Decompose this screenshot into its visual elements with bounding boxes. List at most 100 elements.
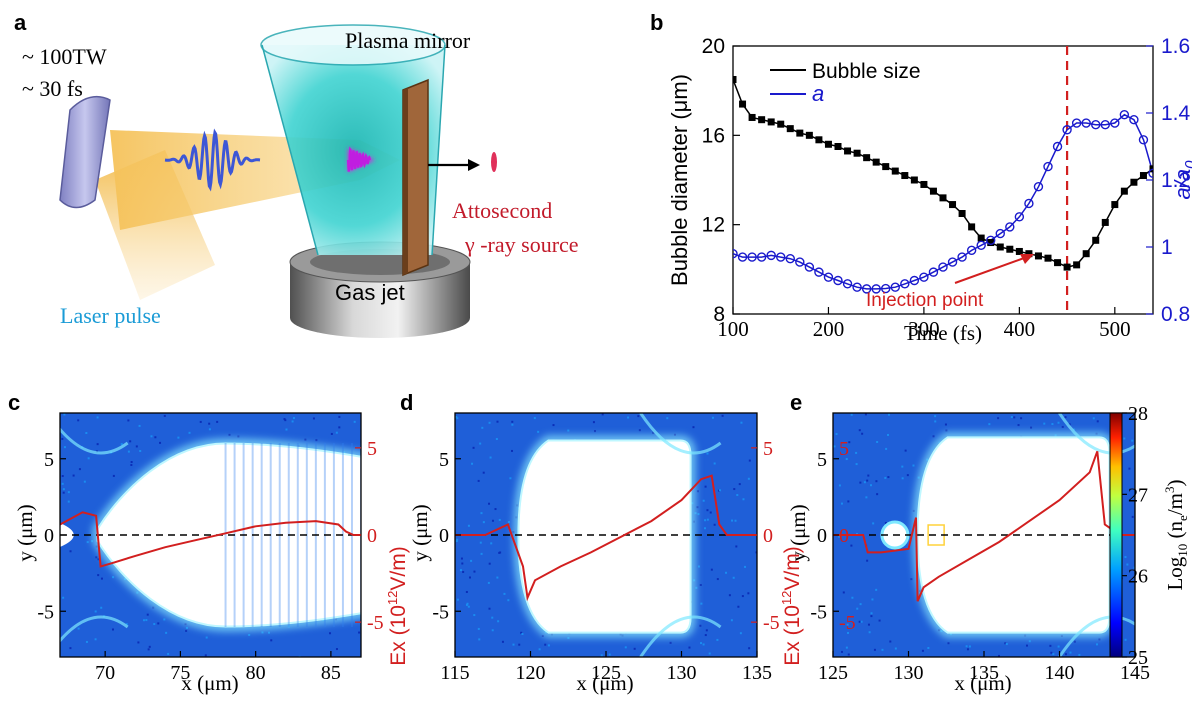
tick-label-y: 0	[44, 525, 54, 547]
density-speckle	[719, 489, 722, 492]
density-speckle	[456, 598, 459, 601]
plasma-mirror-plate	[402, 78, 429, 277]
data-point-bubble-size	[1073, 261, 1081, 269]
density-speckle	[537, 430, 540, 433]
density-speckle	[1005, 643, 1008, 646]
chart-b-ylabel: Bubble diameter (μm)	[667, 74, 692, 286]
data-point-bubble-size	[777, 120, 785, 128]
density-speckle	[150, 435, 153, 438]
data-point-bubble-size	[805, 131, 813, 139]
density-speckle	[567, 637, 570, 640]
density-speckle	[706, 452, 709, 455]
density-speckle	[741, 595, 744, 598]
density-speckle	[471, 462, 474, 465]
density-speckle	[838, 484, 841, 487]
density-speckle	[338, 415, 341, 418]
density-speckle	[1096, 420, 1099, 423]
tick-label-x: 400	[1004, 317, 1036, 341]
data-point-bubble-size	[844, 147, 852, 155]
density-speckle	[997, 654, 1000, 657]
density-speckle	[153, 623, 156, 626]
data-point-bubble-size	[949, 201, 957, 209]
density-speckle	[696, 490, 699, 493]
legend-label-a: a	[812, 81, 824, 106]
density-speckle	[705, 629, 708, 632]
density-speckle	[706, 518, 709, 521]
density-speckle	[738, 483, 741, 486]
tick-label-x: 125	[818, 662, 848, 684]
density-speckle	[1013, 416, 1016, 419]
density-speckle	[1078, 653, 1081, 656]
density-speckle	[461, 562, 464, 565]
tick-label-left: 16	[702, 124, 725, 147]
density-speckle	[881, 648, 884, 651]
density-speckle	[468, 576, 471, 579]
density-map-d	[455, 413, 757, 657]
panel-e-ticks: 125 130 135 140 145 5 0 -5 5 0 -5	[810, 438, 1150, 684]
density-speckle	[835, 433, 838, 436]
density-speckle	[868, 631, 871, 634]
panel-letter-b: b	[650, 10, 663, 35]
density-speckle	[850, 544, 853, 547]
density-speckle	[1124, 556, 1127, 559]
density-speckle	[315, 439, 318, 442]
density-speckle	[1061, 425, 1064, 428]
data-point-bubble-size	[958, 210, 966, 217]
density-speckle	[847, 500, 850, 503]
density-speckle	[1030, 426, 1033, 429]
density-speckle	[706, 509, 709, 512]
density-speckle	[85, 432, 88, 435]
density-speckle	[699, 583, 702, 586]
data-point-bubble-size	[758, 116, 766, 124]
density-speckle	[135, 445, 138, 448]
density-speckle	[1133, 566, 1135, 569]
data-point-a	[756, 252, 767, 262]
density-speckle	[85, 640, 88, 643]
data-point-bubble-size	[1139, 172, 1147, 180]
data-point-a	[909, 275, 920, 286]
density-speckle	[1064, 416, 1067, 419]
density-speckle	[742, 498, 745, 501]
data-point-bubble-size	[824, 140, 832, 148]
data-point-bubble-size	[1063, 263, 1071, 271]
density-speckle	[63, 446, 66, 449]
panel-e-xlabel: x (μm)	[954, 671, 1011, 695]
data-point-bubble-size	[920, 180, 928, 188]
laser-pulse-waveform	[164, 128, 261, 192]
data-point-a	[1100, 120, 1110, 130]
density-speckle	[934, 415, 937, 418]
density-speckle	[538, 648, 541, 651]
density-speckle	[335, 648, 338, 651]
density-speckle	[921, 649, 924, 652]
density-speckle	[199, 420, 202, 423]
density-speckle	[945, 429, 948, 432]
density-speckle	[692, 426, 695, 429]
density-speckle	[873, 648, 876, 651]
wake-filament	[60, 426, 129, 455]
density-speckle	[480, 552, 483, 555]
data-point-a	[1119, 109, 1130, 120]
density-speckle	[901, 477, 904, 480]
attosecond-pulse	[346, 146, 372, 172]
density-speckle	[870, 484, 873, 487]
tick-label-x: 100	[717, 317, 749, 341]
data-point-a	[1081, 118, 1091, 128]
density-speckle	[488, 562, 491, 565]
data-point-a	[766, 250, 776, 261]
density-speckle	[838, 535, 841, 538]
data-point-a	[871, 284, 881, 294]
tick-label-ex: 0	[839, 525, 849, 547]
data-point-bubble-size	[1054, 259, 1062, 267]
density-speckle	[637, 415, 640, 418]
data-point-a	[733, 249, 738, 259]
data-point-a	[1091, 120, 1101, 130]
density-speckle	[735, 545, 738, 548]
panel-d-ticks: 115 120 125 130 135 5 0 -5 5 0 -5	[432, 438, 779, 684]
density-speckle	[139, 449, 142, 452]
density-speckle	[601, 413, 604, 416]
density-speckle	[867, 474, 870, 477]
density-speckle	[1028, 640, 1031, 643]
density-speckle	[666, 417, 669, 420]
density-speckle	[204, 654, 207, 657]
density-speckle	[69, 647, 72, 650]
